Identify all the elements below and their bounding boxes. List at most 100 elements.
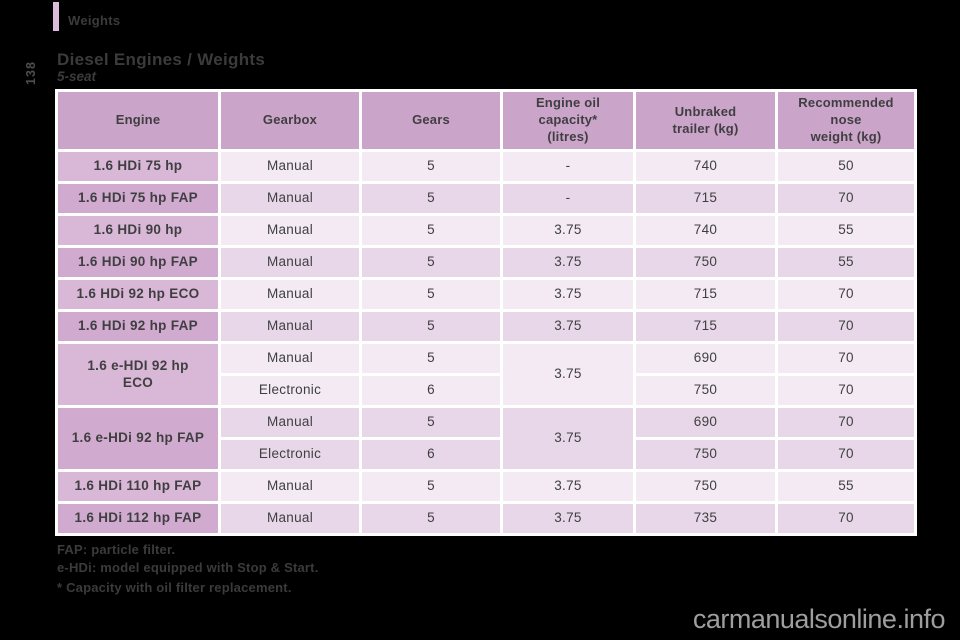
- gears-cell: 5: [362, 216, 500, 245]
- oil-capacity-cell: 3.75: [503, 280, 633, 309]
- engine-cell: 1.6 HDi 75 hp: [58, 152, 218, 181]
- unbraked-trailer-cell: 690: [636, 344, 775, 373]
- nose-weight-cell: 55: [778, 216, 914, 245]
- engine-cell: 1.6 HDi 92 hp ECO: [58, 280, 218, 309]
- watermark: carmanualsonline.info: [692, 604, 946, 634]
- gearbox-cell: Electronic: [221, 440, 359, 469]
- unbraked-trailer-cell: 715: [636, 184, 775, 213]
- nose-weight-cell: 70: [778, 408, 914, 437]
- nose-weight-cell: 70: [778, 440, 914, 469]
- section-accent-bar: [53, 2, 59, 31]
- gears-cell: 5: [362, 472, 500, 501]
- gears-cell: 5: [362, 504, 500, 533]
- nose-weight-cell: 70: [778, 376, 914, 405]
- unbraked-trailer-cell: 740: [636, 216, 775, 245]
- oil-capacity-cell: -: [503, 152, 633, 181]
- nose-weight-cell: 70: [778, 504, 914, 533]
- table-header-row: Engine Gearbox Gears Engine oil capacity* (…: [58, 92, 914, 149]
- nose-weight-cell: 70: [778, 312, 914, 341]
- engine-cell: 1.6 e-HDi 92 hp FAP: [58, 408, 218, 469]
- gears-cell: 6: [362, 376, 500, 405]
- nose-weight-cell: 70: [778, 184, 914, 213]
- engine-cell: 1.6 HDi 90 hp FAP: [58, 248, 218, 277]
- oil-capacity-cell: 3.75: [503, 408, 633, 469]
- gears-cell: 5: [362, 408, 500, 437]
- gearbox-cell: Manual: [221, 408, 359, 437]
- engine-weights-table: Engine Gearbox Gears Engine oil capacity* (…: [55, 89, 917, 536]
- footnotes: FAP: particle filter. e-HDi: model equip…: [57, 541, 319, 597]
- table-row: 1.6 HDi 92 hp FAP Manual 5 3.75 715 70: [58, 312, 914, 341]
- table-row: 1.6 HDi 112 hp FAP Manual 5 3.75 735 70: [58, 504, 914, 533]
- oil-capacity-cell: 3.75: [503, 216, 633, 245]
- footnote-oil-capacity: * Capacity with oil filter replacement.: [57, 580, 292, 595]
- table-row: 1.6 HDi 90 hp FAP Manual 5 3.75 750 55: [58, 248, 914, 277]
- column-header: Gearbox: [221, 92, 359, 149]
- engine-cell: 1.6 HDi 75 hp FAP: [58, 184, 218, 213]
- unbraked-trailer-cell: 690: [636, 408, 775, 437]
- nose-weight-cell: 70: [778, 280, 914, 309]
- table-row: Electronic 6 750 70: [58, 376, 914, 405]
- column-header: Engine: [58, 92, 218, 149]
- unbraked-trailer-cell: 750: [636, 248, 775, 277]
- engine-cell: 1.6 HDi 110 hp FAP: [58, 472, 218, 501]
- gears-cell: 5: [362, 312, 500, 341]
- unbraked-trailer-cell: 750: [636, 376, 775, 405]
- page-subtitle: 5-seat: [57, 69, 97, 84]
- section-label: Weights: [68, 13, 121, 28]
- table-row: 1.6 HDi 75 hp Manual 5-740 50: [58, 152, 914, 181]
- footnote-fap: FAP: particle filter.: [57, 542, 176, 557]
- engine-cell: 1.6 e-HDI 92 hp ECO: [58, 344, 218, 405]
- unbraked-trailer-cell: 750: [636, 440, 775, 469]
- gears-cell: 5: [362, 344, 500, 373]
- oil-capacity-cell: 3.75: [503, 504, 633, 533]
- column-header: Gears: [362, 92, 500, 149]
- footnote-ehdi: e-HDi: model equipped with Stop & Start.: [57, 560, 319, 575]
- gears-cell: 6: [362, 440, 500, 469]
- engine-cell: 1.6 HDi 90 hp: [58, 216, 218, 245]
- gearbox-cell: Manual: [221, 184, 359, 213]
- nose-weight-cell: 70: [778, 344, 914, 373]
- unbraked-trailer-cell: 740: [636, 152, 775, 181]
- gearbox-cell: Manual: [221, 344, 359, 373]
- gears-cell: 5: [362, 152, 500, 181]
- column-header: Engine oil capacity* (litres): [503, 92, 633, 149]
- table-row: 1.6 e-HDI 92 hp ECO Manual 5 3.75 690 70: [58, 344, 914, 405]
- oil-capacity-cell: 3.75: [503, 472, 633, 501]
- unbraked-trailer-cell: 715: [636, 312, 775, 341]
- oil-capacity-cell: -: [503, 184, 633, 213]
- table-row: 1.6 HDi 75 hp FAP Manual 5-715 70: [58, 184, 914, 213]
- gearbox-cell: Manual: [221, 216, 359, 245]
- unbraked-trailer-cell: 735: [636, 504, 775, 533]
- gearbox-cell: Manual: [221, 280, 359, 309]
- gears-cell: 5: [362, 184, 500, 213]
- unbraked-trailer-cell: 750: [636, 472, 775, 501]
- column-header: Recommended nose weight (kg): [778, 92, 914, 149]
- gearbox-cell: Electronic: [221, 376, 359, 405]
- nose-weight-cell: 55: [778, 472, 914, 501]
- page-title: Diesel Engines / Weights: [57, 50, 266, 70]
- engine-cell: 1.6 HDi 92 hp FAP: [58, 312, 218, 341]
- oil-capacity-cell: 3.75: [503, 248, 633, 277]
- gearbox-cell: Manual: [221, 152, 359, 181]
- gearbox-cell: Manual: [221, 472, 359, 501]
- table-row: 1.6 HDi 92 hp ECO Manual 5 3.75 715 70: [58, 280, 914, 309]
- engine-cell: 1.6 HDi 112 hp FAP: [58, 504, 218, 533]
- unbraked-trailer-cell: 715: [636, 280, 775, 309]
- column-header: Unbraked trailer (kg): [636, 92, 775, 149]
- table-body: 1.6 HDi 75 hp Manual 5-740 50 1.6 HDi 75 hp …: [58, 152, 914, 533]
- table-row: 1.6 HDi 90 hp Manual 5 3.75 740 55: [58, 216, 914, 245]
- gearbox-cell: Manual: [221, 248, 359, 277]
- nose-weight-cell: 55: [778, 248, 914, 277]
- oil-capacity-cell: 3.75: [503, 344, 633, 405]
- gearbox-cell: Manual: [221, 312, 359, 341]
- table-row: 1.6 HDi 110 hp FAP Manual 5 3.75 750 55: [58, 472, 914, 501]
- page-number: 138: [24, 61, 38, 85]
- nose-weight-cell: 50: [778, 152, 914, 181]
- oil-capacity-cell: 3.75: [503, 312, 633, 341]
- table-row: Electronic 6 750 70: [58, 440, 914, 469]
- table-row: 1.6 e-HDi 92 hp FAP Manual 5 3.75 690 70: [58, 408, 914, 469]
- gearbox-cell: Manual: [221, 504, 359, 533]
- gears-cell: 5: [362, 248, 500, 277]
- gears-cell: 5: [362, 280, 500, 309]
